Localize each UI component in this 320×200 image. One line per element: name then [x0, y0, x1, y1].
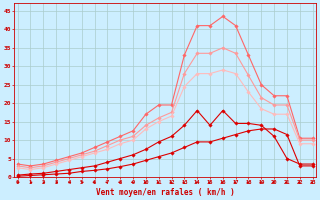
X-axis label: Vent moyen/en rafales ( km/h ): Vent moyen/en rafales ( km/h )	[96, 188, 235, 197]
